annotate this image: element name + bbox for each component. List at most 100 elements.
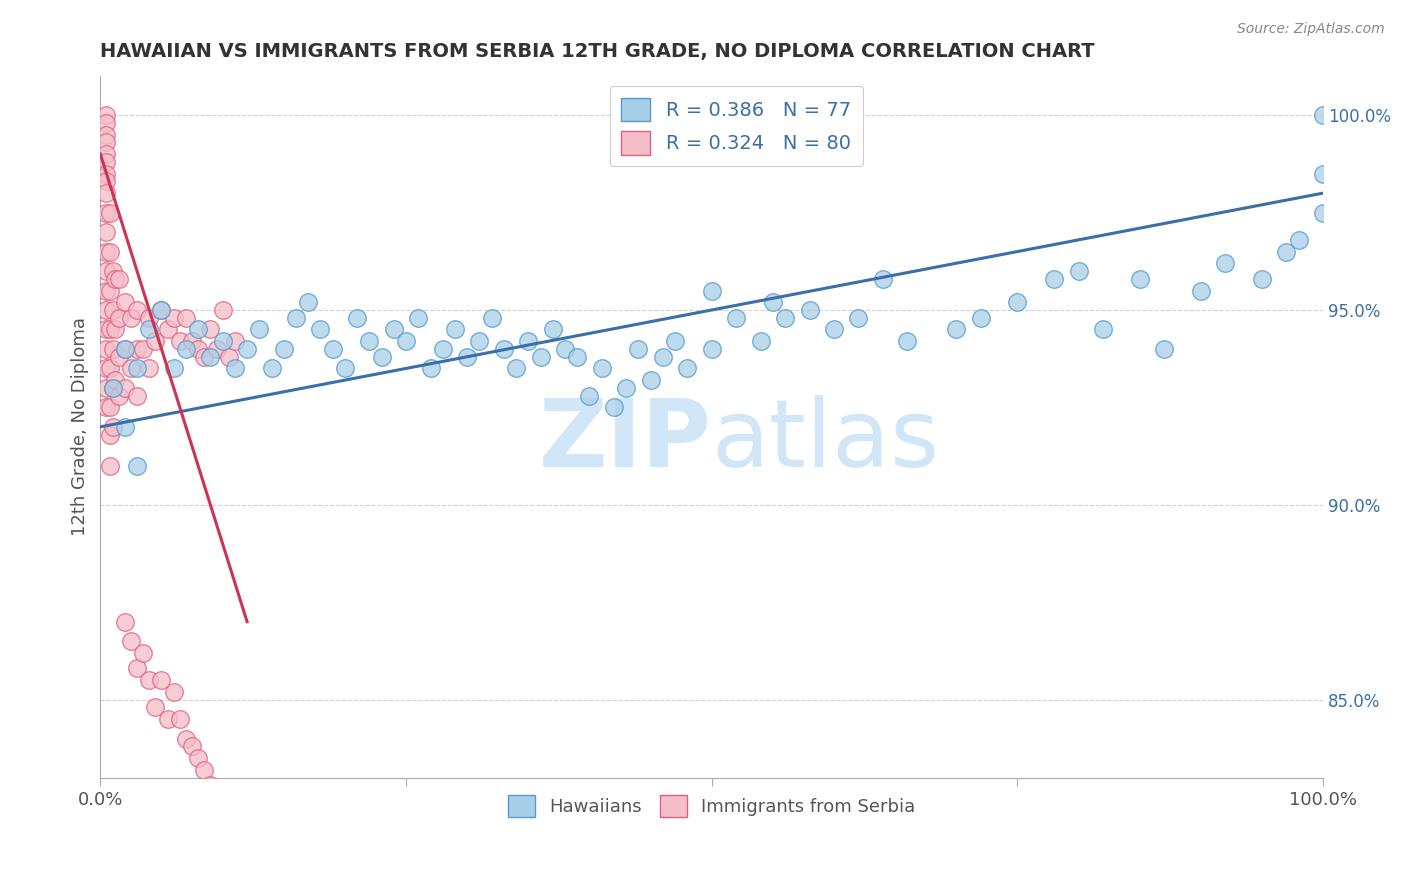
Point	[554, 342, 576, 356]
Point	[125, 661, 148, 675]
Point	[322, 342, 344, 356]
Point	[96, 244, 118, 259]
Point	[468, 334, 491, 348]
Point	[96, 128, 118, 142]
Point	[125, 303, 148, 318]
Point	[1312, 108, 1334, 122]
Point	[1007, 295, 1029, 310]
Point	[145, 700, 167, 714]
Point	[224, 334, 246, 348]
Point	[125, 389, 148, 403]
Point	[96, 342, 118, 356]
Point	[247, 322, 270, 336]
Point	[541, 322, 564, 336]
Point	[218, 350, 240, 364]
Point	[107, 350, 129, 364]
Point	[96, 225, 118, 239]
Point	[205, 342, 228, 356]
Point	[114, 381, 136, 395]
Point	[1189, 284, 1212, 298]
Point	[98, 284, 121, 298]
Point	[200, 778, 222, 792]
Point	[181, 739, 204, 754]
Point	[578, 389, 600, 403]
Point	[1067, 264, 1090, 278]
Point	[114, 295, 136, 310]
Point	[96, 136, 118, 150]
Point	[676, 361, 699, 376]
Point	[187, 322, 209, 336]
Text: ZIP: ZIP	[538, 395, 711, 487]
Point	[945, 322, 967, 336]
Point	[309, 322, 332, 336]
Point	[1251, 272, 1274, 286]
Point	[1092, 322, 1115, 336]
Point	[120, 361, 142, 376]
Point	[107, 310, 129, 325]
Point	[297, 295, 319, 310]
Point	[96, 205, 118, 219]
Point	[200, 350, 222, 364]
Point	[104, 322, 127, 336]
Point	[150, 673, 173, 688]
Point	[96, 264, 118, 278]
Point	[700, 342, 723, 356]
Point	[96, 381, 118, 395]
Point	[1213, 256, 1236, 270]
Point	[101, 303, 124, 318]
Point	[120, 310, 142, 325]
Point	[432, 342, 454, 356]
Point	[200, 322, 222, 336]
Point	[224, 361, 246, 376]
Point	[96, 401, 118, 415]
Y-axis label: 12th Grade, No Diploma: 12th Grade, No Diploma	[72, 318, 89, 536]
Point	[163, 310, 186, 325]
Point	[273, 342, 295, 356]
Point	[1043, 272, 1066, 286]
Point	[125, 458, 148, 473]
Point	[101, 381, 124, 395]
Point	[138, 322, 160, 336]
Point	[1275, 244, 1298, 259]
Text: atlas: atlas	[711, 395, 941, 487]
Point	[98, 361, 121, 376]
Point	[1312, 205, 1334, 219]
Point	[174, 731, 197, 746]
Point	[98, 401, 121, 415]
Point	[96, 303, 118, 318]
Point	[382, 322, 405, 336]
Point	[333, 361, 356, 376]
Point	[163, 685, 186, 699]
Point	[138, 310, 160, 325]
Point	[181, 334, 204, 348]
Point	[456, 350, 478, 364]
Point	[138, 361, 160, 376]
Point	[169, 712, 191, 726]
Point	[187, 751, 209, 765]
Point	[773, 310, 796, 325]
Point	[640, 373, 662, 387]
Point	[970, 310, 993, 325]
Point	[104, 272, 127, 286]
Point	[96, 167, 118, 181]
Point	[1153, 342, 1175, 356]
Point	[505, 361, 527, 376]
Point	[236, 342, 259, 356]
Point	[664, 334, 686, 348]
Point	[799, 303, 821, 318]
Legend: Hawaiians, Immigrants from Serbia: Hawaiians, Immigrants from Serbia	[501, 789, 922, 824]
Point	[1312, 167, 1334, 181]
Point	[370, 350, 392, 364]
Point	[193, 763, 215, 777]
Point	[823, 322, 845, 336]
Point	[104, 373, 127, 387]
Text: Source: ZipAtlas.com: Source: ZipAtlas.com	[1237, 22, 1385, 37]
Point	[96, 174, 118, 188]
Point	[150, 303, 173, 318]
Point	[120, 634, 142, 648]
Point	[96, 155, 118, 169]
Point	[174, 310, 197, 325]
Point	[138, 673, 160, 688]
Point	[96, 284, 118, 298]
Point	[749, 334, 772, 348]
